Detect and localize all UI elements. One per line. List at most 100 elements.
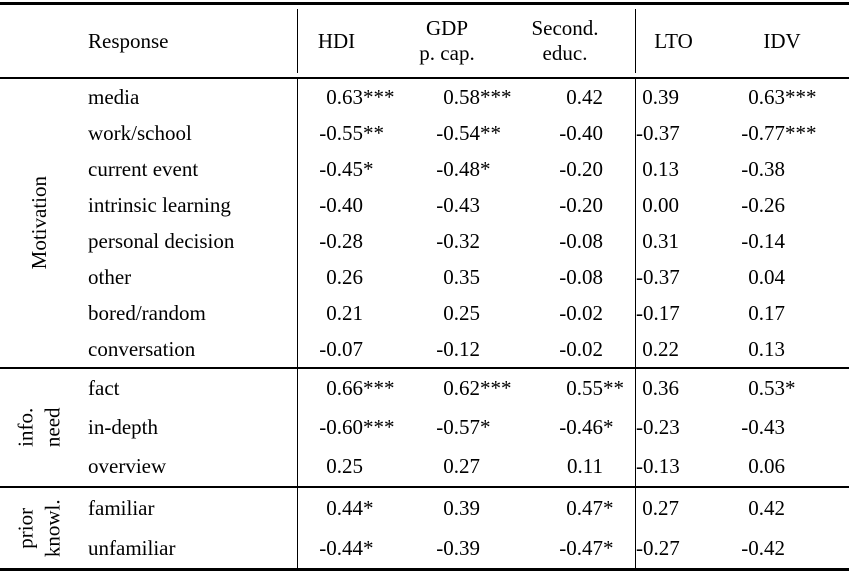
cell-hdi: 0.63 *** bbox=[297, 79, 401, 115]
cell-gdp: 0.27 bbox=[401, 447, 521, 486]
row-label: personal decision bbox=[88, 228, 235, 253]
cell-lto: 0.31 bbox=[635, 223, 725, 259]
section-motivation: Motivation media 0.63 *** 0.58 *** 0.42 0.… bbox=[0, 79, 849, 367]
significance-stars: * bbox=[603, 495, 614, 520]
value-number: 0.58 bbox=[443, 84, 480, 109]
cell-secondary-educ: -0.08 bbox=[521, 259, 635, 295]
row-label: intrinsic learning bbox=[88, 192, 231, 217]
cell-secondary-educ: -0.02 bbox=[521, 331, 635, 367]
value-number: -0.55 bbox=[319, 120, 363, 145]
value-number: -0.40 bbox=[559, 120, 603, 145]
value-number: -0.37 bbox=[636, 264, 680, 289]
cell-secondary-educ: 0.11 bbox=[521, 447, 635, 486]
cell-lto: 0.13 bbox=[635, 151, 725, 187]
cell-secondary-educ: -0.20 bbox=[521, 151, 635, 187]
significance-stars: *** bbox=[363, 415, 395, 439]
cell-lto: -0.27 bbox=[635, 528, 725, 568]
value-number: 0.53 bbox=[748, 376, 785, 400]
value-number: -0.27 bbox=[636, 535, 680, 560]
value-number: -0.44 bbox=[319, 535, 363, 560]
value-number: 0.42 bbox=[566, 84, 603, 109]
value-number: -0.20 bbox=[559, 192, 603, 217]
table-row: familiar 0.44 * 0.39 0.47 * 0.27 0.42 bbox=[80, 488, 849, 528]
value-number: 0.66 bbox=[326, 376, 363, 400]
cell-gdp: 0.58 *** bbox=[401, 79, 521, 115]
header-lto: LTO bbox=[635, 9, 725, 73]
cell-idv: 0.04 bbox=[725, 259, 849, 295]
value-number: 0.21 bbox=[326, 300, 363, 325]
value-number: 0.36 bbox=[642, 376, 679, 400]
cell-gdp: -0.12 bbox=[401, 331, 521, 367]
cell-gdp: 0.39 bbox=[401, 488, 521, 528]
cell-hdi: -0.40 bbox=[297, 187, 401, 223]
significance-stars: *** bbox=[363, 84, 395, 109]
cell-hdi: -0.07 bbox=[297, 331, 401, 367]
value-number: 0.63 bbox=[326, 84, 363, 109]
rotated-group-label: prior knowl. bbox=[13, 499, 68, 557]
value-number: -0.26 bbox=[741, 192, 785, 217]
cell-hdi: 0.66 *** bbox=[297, 369, 401, 408]
header-hdi: HDI bbox=[297, 9, 401, 73]
value-number: -0.08 bbox=[559, 228, 603, 253]
cell-gdp: -0.48 * bbox=[401, 151, 521, 187]
significance-stars: * bbox=[785, 376, 796, 400]
significance-stars: * bbox=[603, 535, 614, 560]
value-number: -0.57 bbox=[436, 415, 480, 439]
value-number: 0.42 bbox=[748, 495, 785, 520]
value-number: -0.02 bbox=[559, 336, 603, 361]
value-number: -0.08 bbox=[559, 264, 603, 289]
value-number: 0.39 bbox=[642, 84, 679, 109]
section-info-need: info. need fact 0.66 *** 0.62 *** 0.55 ** 0… bbox=[0, 369, 849, 486]
cell-lto: -0.17 bbox=[635, 295, 725, 331]
cell-hdi: -0.45 * bbox=[297, 151, 401, 187]
value-number: -0.37 bbox=[636, 120, 680, 145]
value-number: -0.42 bbox=[741, 535, 785, 560]
table-row: conversation -0.07 -0.12 -0.02 0.22 0.13 bbox=[80, 331, 849, 367]
cell-idv: -0.14 bbox=[725, 223, 849, 259]
value-number: -0.39 bbox=[436, 535, 480, 560]
value-number: -0.77 bbox=[741, 120, 785, 145]
significance-stars: *** bbox=[480, 376, 512, 400]
value-number: -0.13 bbox=[636, 454, 680, 478]
group-label-info-need: info. need bbox=[0, 369, 80, 486]
cell-idv: -0.38 bbox=[725, 151, 849, 187]
cell-lto: -0.23 bbox=[635, 408, 725, 447]
cell-gdp: -0.57 * bbox=[401, 408, 521, 447]
value-number: 0.26 bbox=[326, 264, 363, 289]
significance-stars: ** bbox=[603, 376, 624, 400]
significance-stars: ** bbox=[363, 120, 384, 145]
cell-lto: -0.37 bbox=[635, 259, 725, 295]
cell-secondary-educ: 0.55 ** bbox=[521, 369, 635, 408]
table-row: personal decision -0.28 -0.32 -0.08 0.31… bbox=[80, 223, 849, 259]
significance-stars: *** bbox=[480, 84, 512, 109]
header-sec-line1: Second. bbox=[531, 16, 599, 41]
cell-idv: 0.13 bbox=[725, 331, 849, 367]
header-spacer bbox=[0, 5, 80, 77]
cell-gdp: 0.25 bbox=[401, 295, 521, 331]
value-number: 0.22 bbox=[642, 336, 679, 361]
cell-gdp: 0.35 bbox=[401, 259, 521, 295]
value-number: 0.13 bbox=[642, 156, 679, 181]
value-number: -0.40 bbox=[319, 192, 363, 217]
row-label: familiar bbox=[88, 495, 155, 520]
rotated-group-label: info. need bbox=[13, 408, 68, 448]
group-label-line: prior bbox=[13, 507, 38, 549]
cell-hdi: -0.44 * bbox=[297, 528, 401, 568]
cell-lto: 0.22 bbox=[635, 331, 725, 367]
value-number: -0.60 bbox=[319, 415, 363, 439]
value-number: 0.00 bbox=[642, 192, 679, 217]
header-response: Response bbox=[88, 28, 169, 53]
table-row: bored/random 0.21 0.25 -0.02 -0.17 0.17 bbox=[80, 295, 849, 331]
table-bottom-rule bbox=[0, 568, 849, 571]
row-label: overview bbox=[88, 454, 167, 478]
table-row: work/school -0.55 ** -0.54 ** -0.40 -0.37 … bbox=[80, 115, 849, 151]
group-label-line: Motivation bbox=[27, 176, 52, 270]
significance-stars: * bbox=[480, 156, 491, 181]
table-top-rule bbox=[0, 2, 849, 5]
group-label-line: info. bbox=[13, 407, 38, 448]
table-row: in-depth -0.60 *** -0.57 * -0.46 * -0.23 -0… bbox=[80, 408, 849, 447]
cell-gdp: -0.54 ** bbox=[401, 115, 521, 151]
value-number: -0.07 bbox=[319, 336, 363, 361]
table-row: intrinsic learning -0.40 -0.43 -0.20 0.0… bbox=[80, 187, 849, 223]
table-row: current event -0.45 * -0.48 * -0.20 0.13 -… bbox=[80, 151, 849, 187]
